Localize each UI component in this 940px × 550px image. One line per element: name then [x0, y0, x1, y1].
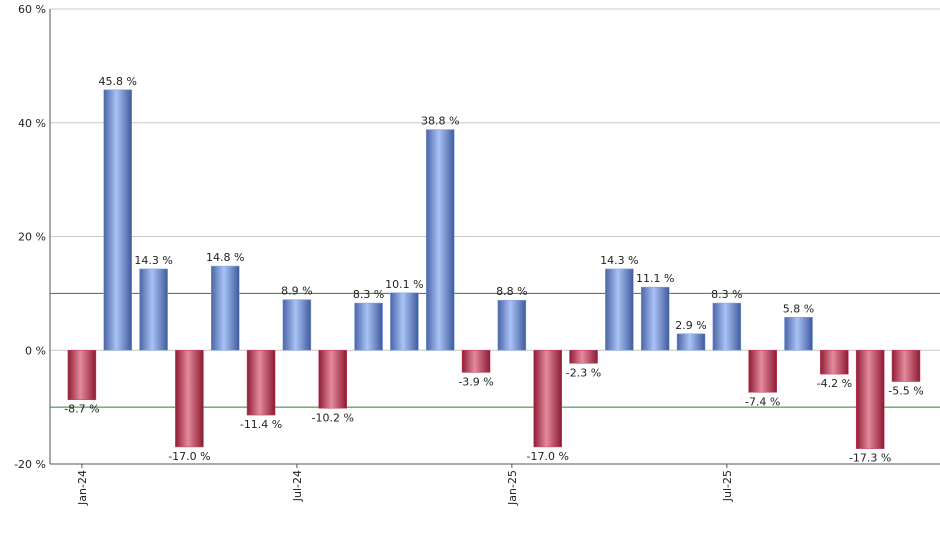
- bar: [820, 350, 849, 375]
- value-label: -7.4 %: [745, 395, 780, 408]
- bar: [461, 350, 491, 373]
- bar: [354, 302, 383, 351]
- value-label: 8.3 %: [353, 288, 384, 301]
- y-tick-label: 40 %: [18, 117, 46, 130]
- value-label: 5.8 %: [783, 302, 814, 315]
- bar: [103, 89, 132, 351]
- bar: [282, 299, 312, 351]
- bar: [891, 350, 921, 382]
- value-label: -10.2 %: [312, 411, 354, 424]
- value-label: -11.4 %: [240, 418, 282, 431]
- bar: [569, 350, 598, 364]
- bar: [605, 268, 634, 351]
- value-label: -5.5 %: [888, 385, 923, 398]
- value-label: 10.1 %: [385, 278, 423, 291]
- value-label: 11.1 %: [636, 272, 674, 285]
- value-label: 14.8 %: [206, 251, 244, 264]
- bar: [139, 268, 168, 351]
- x-tick-label: Jul-25: [721, 470, 734, 502]
- x-tick-label: Jul-24: [291, 470, 304, 502]
- value-label: -2.3 %: [566, 366, 601, 379]
- bar: [640, 286, 670, 351]
- bar: [855, 350, 885, 449]
- value-label: -17.0 %: [526, 450, 568, 463]
- bar: [175, 350, 204, 448]
- bar: [497, 299, 527, 351]
- value-label: -8.7 %: [64, 403, 99, 416]
- bar: [67, 350, 97, 400]
- bar: [210, 265, 240, 351]
- bar: [390, 292, 419, 351]
- value-label: 45.8 %: [99, 75, 137, 88]
- value-label: 38.8 %: [421, 115, 459, 128]
- x-tick-label: Jan-25: [506, 470, 519, 506]
- bar: [748, 350, 777, 393]
- y-tick-label: 0 %: [25, 344, 46, 357]
- value-label: -4.2 %: [817, 377, 852, 390]
- value-label: 8.3 %: [711, 288, 742, 301]
- bar: [533, 350, 562, 448]
- value-label: 8.8 %: [496, 285, 527, 298]
- value-label: -3.9 %: [458, 375, 493, 388]
- value-label: -17.3 %: [849, 452, 891, 465]
- y-tick-label: 20 %: [18, 231, 46, 244]
- bar: [676, 333, 706, 351]
- bar: [784, 317, 813, 351]
- value-label: 14.3 %: [600, 254, 638, 267]
- bar: [425, 129, 455, 351]
- bar: [318, 350, 347, 409]
- y-tick-label: 60 %: [18, 3, 46, 16]
- value-label: -17.0 %: [168, 450, 210, 463]
- value-label: 2.9 %: [675, 319, 706, 332]
- value-label: 14.3 %: [134, 254, 172, 267]
- value-label: 8.9 %: [281, 285, 312, 298]
- bar: [246, 350, 276, 416]
- bar: [712, 302, 742, 351]
- x-tick-label: Jan-24: [76, 470, 89, 506]
- y-tick-label: -20 %: [14, 458, 46, 471]
